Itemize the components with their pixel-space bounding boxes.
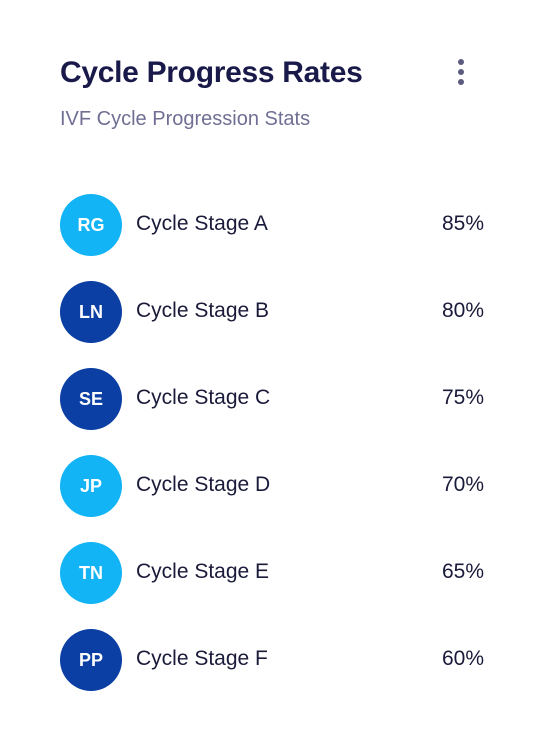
stage-rate: 80% [441,299,484,322]
more-vertical-icon-dot [458,79,464,85]
more-vertical-icon-dot [458,69,464,75]
list-item: JP Cycle Stage D 70% [60,455,490,517]
card-title: Cycle Progress Rates [60,56,363,89]
avatar: SE [60,368,122,430]
avatar: TN [60,542,122,604]
avatar: RG [60,194,122,256]
stage-label: Cycle Stage B [136,299,270,322]
stage-label: Cycle Stage F [136,647,268,670]
more-vertical-icon [458,59,464,65]
card-subtitle: IVF Cycle Progression Stats [60,108,311,130]
stage-label: Cycle Stage E [136,560,270,583]
list-item: SE Cycle Stage C 75% [60,368,490,430]
list-item: PP Cycle Stage F 60% [60,629,490,691]
stage-label: Cycle Stage D [136,473,271,496]
avatar: LN [60,281,122,343]
stage-rate: 75% [441,386,484,409]
list-item: TN Cycle Stage E 65% [60,542,490,604]
stage-rate: 70% [441,473,484,496]
stage-label: Cycle Stage C [136,386,271,409]
avatar: PP [60,629,122,691]
stage-rate: 65% [441,560,484,583]
avatar: JP [60,455,122,517]
stage-rate: 60% [441,647,484,670]
more-options-button[interactable] [446,54,476,90]
stage-label: Cycle Stage A [136,212,268,235]
list-item: LN Cycle Stage B 80% [60,281,490,343]
stage-rate: 85% [441,212,484,235]
list-item: RG Cycle Stage A 85% [60,194,490,256]
